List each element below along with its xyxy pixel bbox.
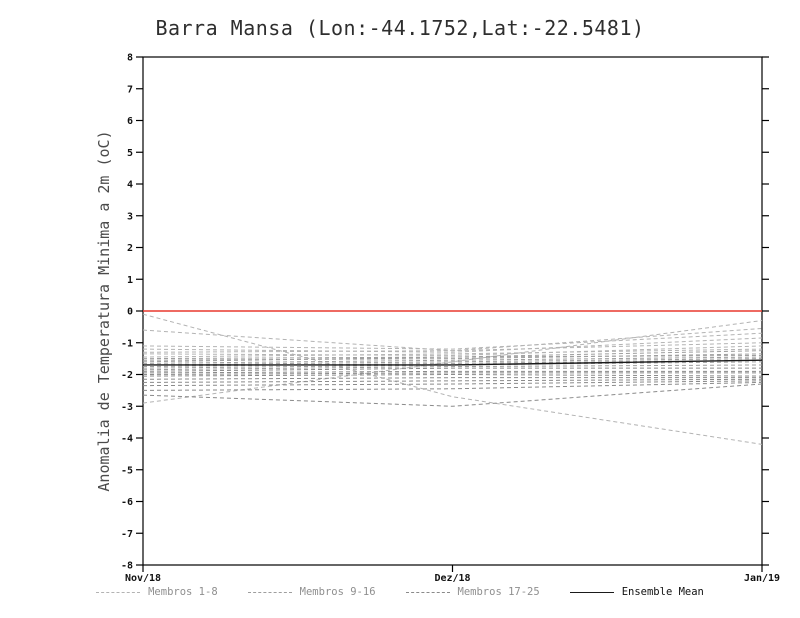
ensemble-member-line xyxy=(142,345,763,356)
ensemble-member-line xyxy=(142,337,763,353)
legend-label: Membros 9-16 xyxy=(299,586,376,598)
solid-line-sample xyxy=(569,591,614,593)
y-tick-label: 3 xyxy=(127,211,133,222)
ensemble-member-line xyxy=(142,383,763,407)
y-tick-label: 1 xyxy=(127,275,133,286)
ensemble-member-line xyxy=(142,313,763,445)
y-tick-label: 8 xyxy=(127,53,133,64)
y-tick-label: -8 xyxy=(121,561,133,572)
ensemble-member-line xyxy=(142,358,763,366)
ensemble-member-line xyxy=(142,354,763,363)
x-tick-label: Dez/18 xyxy=(434,573,470,584)
ensemble-member-line xyxy=(142,348,763,358)
ensemble-member-line xyxy=(142,364,763,371)
y-tick-label: -3 xyxy=(121,402,133,413)
ensemble-member-line xyxy=(142,381,763,391)
ensemble-member-line xyxy=(142,373,763,377)
x-tick-label: Jan/19 xyxy=(744,573,780,584)
ensemble-member-line xyxy=(142,370,762,374)
ensemble-member-line xyxy=(142,342,763,353)
legend-item: Ensemble Mean xyxy=(569,586,704,598)
y-tick-label: -6 xyxy=(121,497,133,508)
y-tick-label: -2 xyxy=(121,370,133,381)
ensemble-member-line xyxy=(142,367,762,372)
ensemble-member-line xyxy=(142,378,763,383)
y-tick-label: 6 xyxy=(127,116,133,127)
ensemble-mean-line xyxy=(143,359,763,366)
ensemble-member-line xyxy=(142,380,763,387)
x-tick-label: Nov/18 xyxy=(125,573,161,584)
ensemble-member-line xyxy=(142,332,763,350)
ensemble-member-line xyxy=(142,359,763,368)
y-tick-label: -4 xyxy=(121,434,133,445)
ensemble-member-line xyxy=(142,353,763,361)
legend-item: Membros 17-25 xyxy=(405,586,540,598)
y-tick-label: -1 xyxy=(121,338,133,349)
y-tick-label: 2 xyxy=(127,243,133,254)
y-tick-label: 0 xyxy=(127,307,133,318)
dashed-line-sample xyxy=(96,591,141,593)
dashed-line-sample xyxy=(405,591,450,593)
y-tick-label: -7 xyxy=(121,529,133,540)
y-tick-label: -5 xyxy=(121,465,133,476)
ensemble-member-line xyxy=(142,377,762,380)
legend: Membros 1-8 Membros 9-16 Membros 17-25 Ense… xyxy=(0,586,800,598)
chart-title: Barra Mansa (Lon:-44.1752,Lat:-22.5481) xyxy=(155,16,645,40)
legend-label: Membros 1-8 xyxy=(148,586,218,598)
y-tick-label: 7 xyxy=(127,84,133,95)
y-tick-label: 5 xyxy=(127,148,133,159)
y-tick-label: 4 xyxy=(127,180,133,191)
dashed-line-sample xyxy=(247,591,292,593)
ensemble-member-line xyxy=(142,372,762,375)
legend-label: Membros 17-25 xyxy=(457,586,540,598)
ensemble-member-line xyxy=(142,356,763,364)
legend-item: Membros 9-16 xyxy=(247,586,376,598)
legend-item: Membros 1-8 xyxy=(96,586,218,598)
ensemble-member-line xyxy=(142,320,763,404)
legend-label: Ensemble Mean xyxy=(621,586,704,598)
